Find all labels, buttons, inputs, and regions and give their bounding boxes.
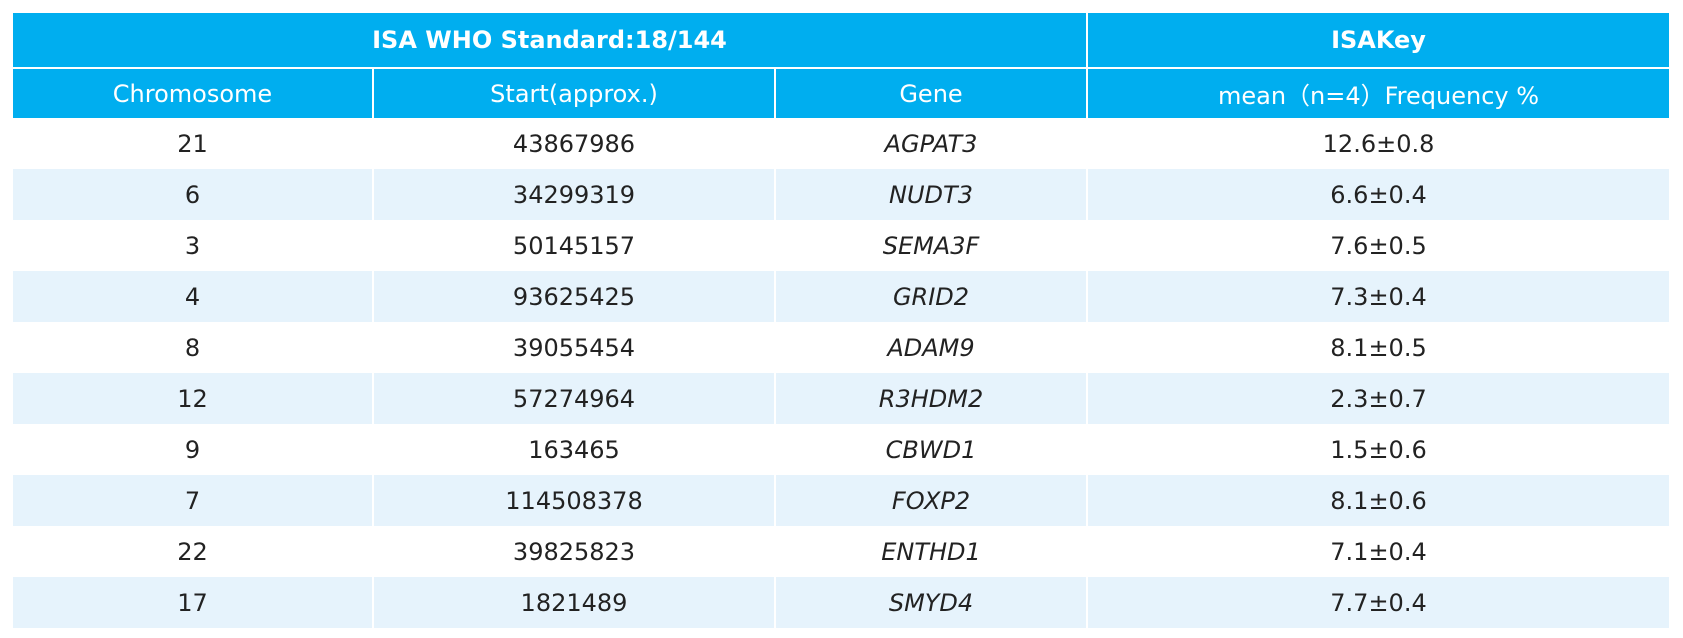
column-row: Chromosome Start(approx.) Gene mean（n=4）Fre…: [13, 68, 1670, 118]
table-cell: 9: [184, 435, 201, 464]
header-title: ISA WHO Standard:18/144: [13, 13, 1088, 69]
table-cell: CBWD1: [773, 424, 1088, 475]
table-row: 6 34299319 NUDT3 6.6±0.4: [13, 169, 1670, 220]
table-cell: 43867986: [372, 118, 775, 169]
table-row: 4 93625425 GRID2 7.3±0.4: [13, 271, 1670, 322]
table-cell: 39055454: [372, 322, 775, 373]
table-cell: 12: [13, 373, 373, 424]
table-cell: 6: [13, 169, 373, 220]
table-cell: 93625425: [372, 271, 775, 322]
table-cell: 8.1±0.5: [1086, 322, 1670, 373]
table-row: 22 39825823 ENTHD1 7.1±0.4: [13, 526, 1670, 577]
table-cell: 6.6±0.4: [1086, 169, 1670, 220]
table-cell: 50145157: [372, 220, 775, 271]
table-cell: 7: [13, 475, 373, 526]
table-cell: FOXP2: [773, 475, 1088, 526]
header-row: ISA WHO Standard:18/144 ISAKey: [13, 13, 1670, 69]
table-cell: GRID2: [773, 271, 1088, 322]
table-cell: 57274964: [372, 373, 775, 424]
table-row: 9 163465 CBWD1 1.5±0.6: [13, 424, 1670, 475]
table-cell: 7.7±0.4: [1086, 577, 1670, 628]
table-cell: 1821489: [372, 577, 775, 628]
table-cell: 17: [13, 577, 373, 628]
table-cell: 34299319: [372, 169, 775, 220]
column-header: Gene: [773, 68, 1088, 118]
table-cell: 163465: [372, 424, 775, 475]
table-row: 8 39055454 ADAM9 8.1±0.5: [13, 322, 1670, 373]
table-cell: AGPAT3: [773, 118, 1088, 169]
column-header: mean（n=4）Frequency %: [1086, 68, 1670, 118]
table-row: 12 57274964 R3HDM2 2.3±0.7: [13, 373, 1670, 424]
table-cell: 3: [184, 231, 201, 260]
table-cell: 114508378: [372, 475, 775, 526]
table-cell: ADAM9: [773, 322, 1088, 373]
table-cell: 8: [184, 333, 201, 362]
table-cell: 21: [177, 129, 208, 158]
table-cell: SEMA3F: [773, 220, 1088, 271]
table-cell: SMYD4: [773, 577, 1088, 628]
table-row: 3 50145157 SEMA3F 7.6±0.5: [13, 220, 1670, 271]
table-cell: 7.6±0.5: [1086, 220, 1670, 271]
table-cell: 12.6±0.8: [1086, 118, 1670, 169]
table-row: 17 1821489 SMYD4 7.7±0.4: [13, 577, 1670, 628]
table-cell: R3HDM2: [773, 373, 1088, 424]
table-cell: 7.1±0.4: [1086, 526, 1670, 577]
table-cell: 1.5±0.6: [1086, 424, 1670, 475]
table-cell: 7.3±0.4: [1086, 271, 1670, 322]
column-header: Start(approx.): [372, 68, 775, 118]
table-body: 21 43867986 AGPAT3 12.6±0.8 6 34299319 NUDT3 6.…: [13, 118, 1670, 628]
table-row: 21 43867986 AGPAT3 12.6±0.8: [13, 118, 1670, 169]
table-cell: ENTHD1: [773, 526, 1088, 577]
table-cell: 4: [13, 271, 373, 322]
header-right-title: ISAKey: [1086, 13, 1670, 69]
table-cell: 22: [177, 537, 208, 566]
table-cell: 8.1±0.6: [1086, 475, 1670, 526]
column-header: Chromosome: [13, 68, 373, 118]
table-cell: 2.3±0.7: [1086, 373, 1670, 424]
table-head: ISA WHO Standard:18/144 ISAKey Chromosom…: [13, 13, 1670, 118]
table-row: 7 114508378 FOXP2 8.1±0.6: [13, 475, 1670, 526]
table-cell: NUDT3: [773, 169, 1088, 220]
data-table: ISA WHO Standard:18/144 ISAKey Chromosom…: [13, 13, 1670, 628]
table-cell: 39825823: [372, 526, 775, 577]
